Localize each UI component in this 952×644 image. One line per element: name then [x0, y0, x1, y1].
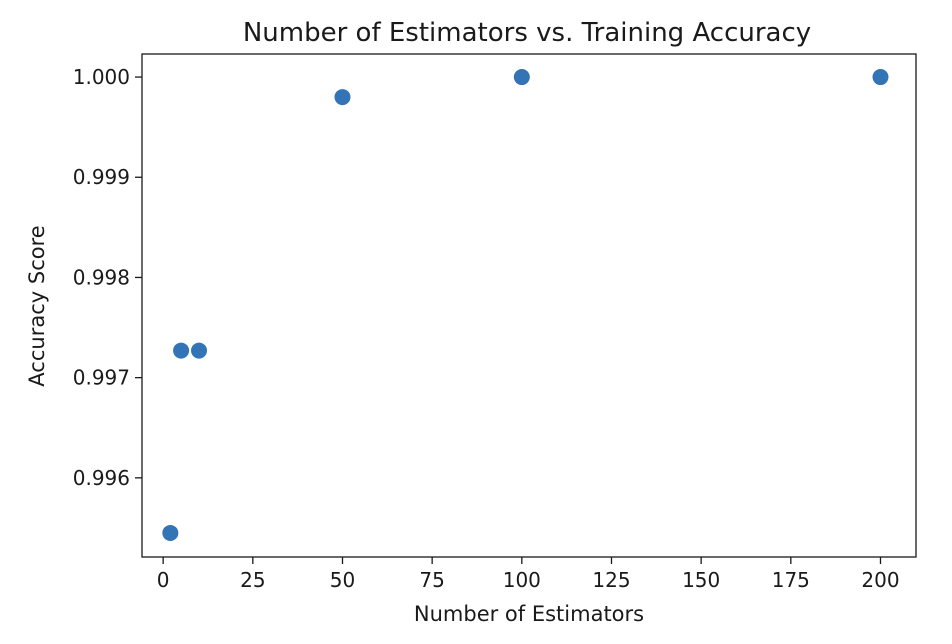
x-tick-label: 100 — [503, 568, 541, 592]
y-axis-label: Accuracy Score — [25, 225, 49, 386]
y-axis: 0.996 0.997 0.998 0.999 1.000 — [73, 65, 142, 490]
data-points — [162, 69, 889, 541]
x-tick-label: 125 — [592, 568, 630, 592]
plot-area-frame — [141, 53, 917, 558]
x-tick-label: 50 — [330, 568, 355, 592]
x-tick-label: 150 — [682, 568, 720, 592]
data-point — [173, 342, 190, 359]
y-tick-label: 1.000 — [73, 65, 130, 89]
y-tick-label: 0.997 — [73, 366, 130, 390]
y-tick-label: 0.996 — [73, 466, 130, 490]
y-tick-label: 0.999 — [73, 165, 130, 189]
data-point — [513, 69, 530, 86]
x-tick-label: 75 — [419, 568, 444, 592]
x-axis: 0 25 50 75 100 125 150 175 200 — [157, 557, 900, 592]
x-tick-label: 25 — [240, 568, 265, 592]
x-tick-label: 200 — [861, 568, 899, 592]
data-point — [162, 524, 179, 541]
data-point — [191, 342, 208, 359]
x-axis-label: Number of Estimators — [414, 602, 644, 626]
data-point — [334, 89, 351, 106]
chart-title: Number of Estimators vs. Training Accura… — [243, 18, 811, 48]
data-point — [872, 69, 889, 86]
y-tick-label: 0.998 — [73, 265, 130, 289]
x-tick-label: 0 — [157, 568, 170, 592]
x-tick-label: 175 — [772, 568, 810, 592]
